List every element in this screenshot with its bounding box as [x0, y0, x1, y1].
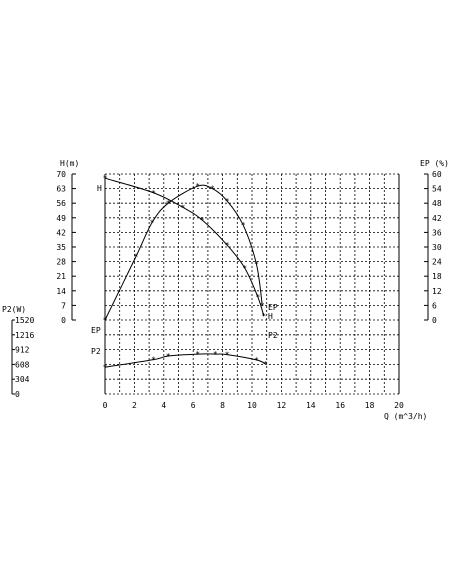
ep-data-point: * [103, 316, 108, 325]
p2-curve [104, 353, 266, 368]
p2-axis-tick-label: 1216 [15, 331, 34, 340]
ep-data-point: * [241, 221, 246, 230]
ep-data-point: * [150, 219, 155, 228]
x-axis-tick-label: 10 [247, 401, 257, 410]
h-axis-tick-label: 56 [56, 199, 66, 208]
ep-axis-tick-label: 30 [432, 243, 442, 252]
p2-data-point: * [213, 350, 218, 359]
p2-axis-tick-label: 912 [15, 346, 30, 355]
ep-data-point: * [260, 301, 265, 310]
ep-axis-tick-label: 18 [432, 272, 442, 281]
p2-axis-tick-label: 304 [15, 375, 30, 384]
h-axis-tick-label: 42 [56, 228, 66, 237]
h-data-point: * [242, 264, 247, 273]
h-data-point: * [103, 174, 108, 183]
ep-axis-title: EP (%) [420, 159, 449, 168]
h-data-point: * [151, 189, 156, 198]
ep-axis-tick-label: 12 [432, 287, 442, 296]
h-data-point: * [200, 216, 205, 225]
h-curve-label-left: H [97, 184, 102, 193]
x-axis-tick-label: 12 [277, 401, 287, 410]
h-data-point: * [261, 312, 266, 321]
x-axis-tick-label: 6 [191, 401, 196, 410]
ep-axis-tick-label: 0 [432, 316, 437, 325]
curves: ************* ******* * * * ** * [103, 174, 268, 372]
ep-data-point: * [133, 253, 138, 262]
h-axis-tick-label: 35 [56, 243, 66, 252]
p2-data-point: * [195, 350, 200, 359]
h-curve-label-right: H [268, 312, 273, 321]
h-data-point: * [180, 203, 185, 212]
axes: 07142128354249566370H(m)0612182430364248… [2, 159, 449, 421]
p2-data-point: * [263, 360, 268, 369]
h-axis-tick-label: 63 [56, 185, 66, 194]
h-data-point: * [225, 241, 230, 250]
x-axis-tick-label: 4 [161, 401, 166, 410]
x-axis-tick-label: 14 [306, 401, 316, 410]
ep-axis-tick-label: 6 [432, 301, 437, 310]
h-curve [104, 177, 265, 316]
p2-curve-label-right: P2 [268, 331, 278, 340]
ep-data-point: * [210, 185, 215, 194]
p2-axis-tick-label: 0 [15, 390, 20, 399]
p2-data-point: * [103, 363, 108, 372]
h-data-point: * [255, 293, 260, 302]
x-axis-tick-label: 2 [132, 401, 137, 410]
p2-data-point: * [166, 352, 171, 361]
ep-curve-label-left: EP [91, 326, 101, 335]
ep-data-point: * [195, 182, 200, 191]
ep-data-point: * [225, 197, 230, 206]
p2-data-point: * [254, 356, 259, 365]
h-axis-tick-label: 14 [56, 287, 66, 296]
grid [104, 173, 400, 395]
p2-curve-label-left: P2 [91, 347, 101, 356]
p2-data-point: * [151, 356, 156, 365]
ep-axis-tick-label: 42 [432, 214, 442, 223]
ep-axis-tick-label: 48 [432, 199, 442, 208]
ep-axis-tick-label: 24 [432, 258, 442, 267]
ep-curve-label-right: EP [268, 303, 278, 312]
p2-axis-tick-label: 1520 [15, 316, 34, 325]
p2-axis-tick-label: 608 [15, 360, 30, 369]
ep-data-point: * [166, 199, 171, 208]
x-axis-tick-label: 16 [335, 401, 345, 410]
h-axis-tick-label: 21 [56, 272, 66, 281]
ep-axis-tick-label: 54 [432, 185, 442, 194]
ep-axis-tick-label: 36 [432, 228, 442, 237]
h-axis-title: H(m) [60, 159, 79, 168]
p2-axis-title: P2(W) [2, 305, 26, 314]
x-axis-tick-label: 18 [365, 401, 375, 410]
x-axis-tick-label: 0 [103, 401, 108, 410]
ep-data-point: * [254, 260, 259, 269]
x-axis-title: Q (m^3/h) [384, 412, 427, 421]
p2-data-point: * [225, 351, 230, 360]
ep-curve [104, 184, 263, 321]
h-axis-tick-label: 49 [56, 214, 66, 223]
ep-axis-tick-label: 60 [432, 170, 442, 179]
h-axis-tick-label: 28 [56, 258, 66, 267]
x-axis-tick-label: 8 [220, 401, 225, 410]
h-axis-tick-label: 70 [56, 170, 66, 179]
x-axis-tick-label: 20 [394, 401, 404, 410]
h-axis-tick-label: 7 [61, 301, 66, 310]
h-axis-tick-label: 0 [61, 316, 66, 325]
